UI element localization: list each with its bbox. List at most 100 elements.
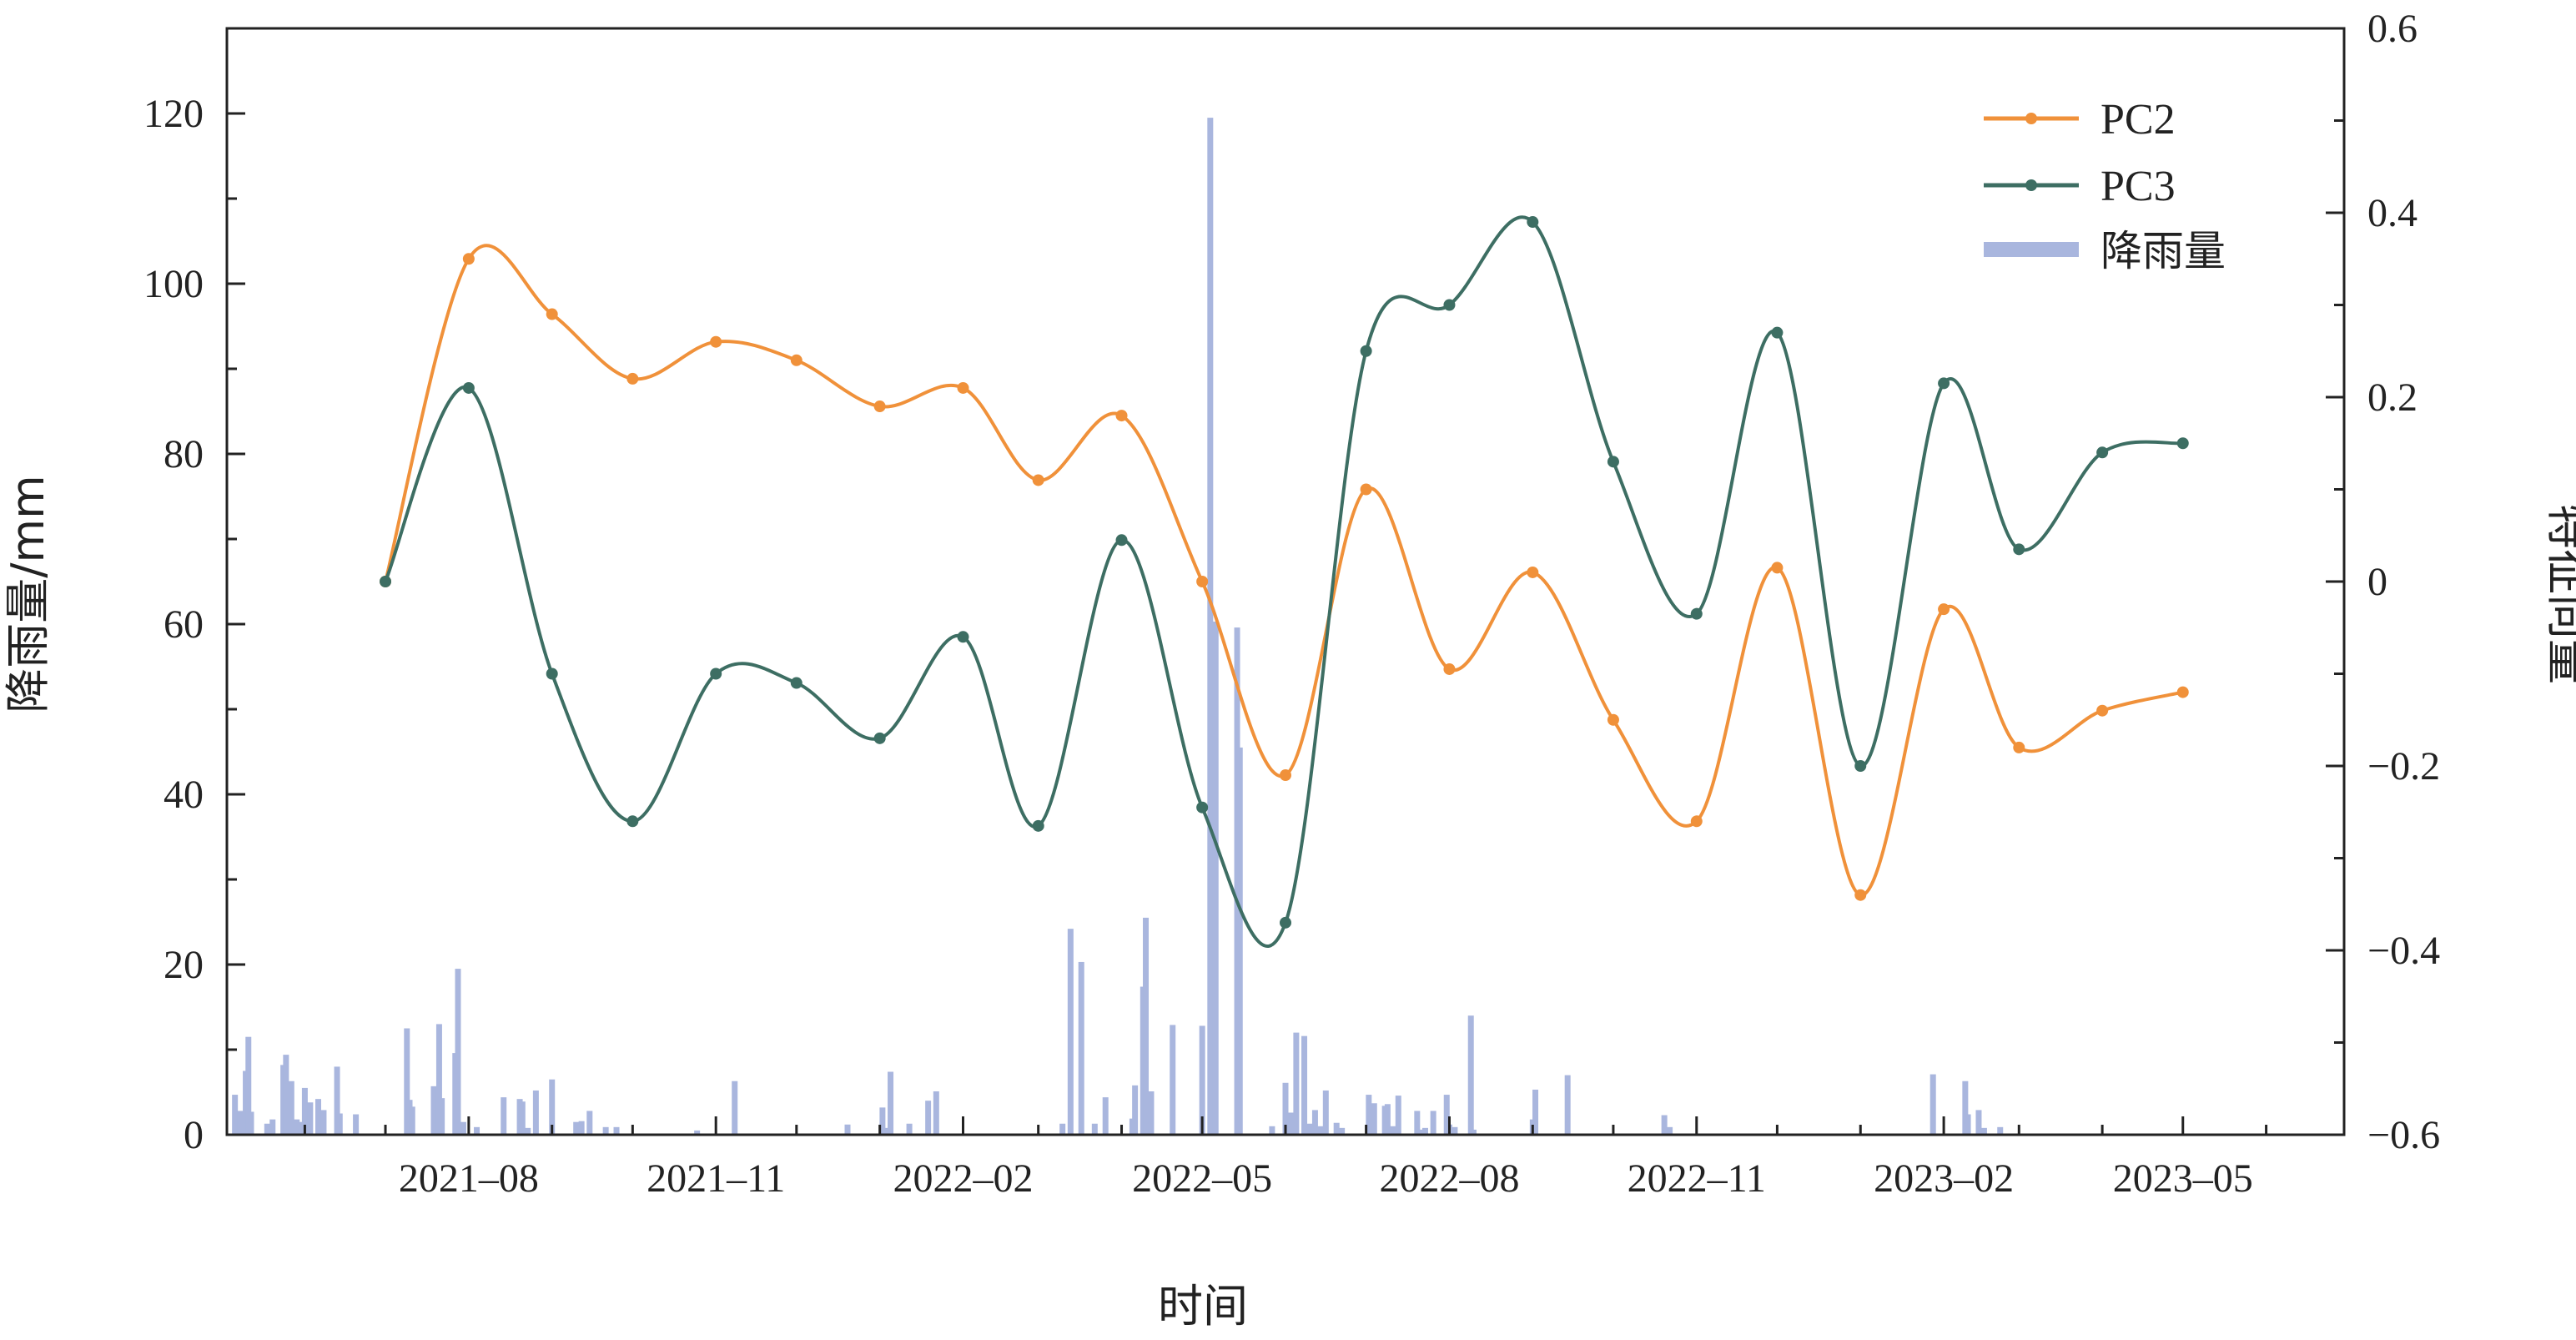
data-point-pc2 bbox=[2013, 741, 2025, 753]
data-point-pc2 bbox=[1938, 603, 1950, 616]
rain-bar bbox=[573, 1121, 580, 1135]
rain-bar bbox=[879, 1107, 886, 1135]
rain-bar bbox=[1430, 1111, 1436, 1135]
right-tick-label: 0.6 bbox=[2367, 7, 2418, 51]
rain-bar bbox=[602, 1126, 609, 1135]
right-tick-label: 0.4 bbox=[2367, 191, 2418, 235]
legend-pc2-label: PC2 bbox=[2101, 96, 2176, 144]
rain-bar bbox=[1443, 1095, 1450, 1135]
data-point-pc3 bbox=[2096, 446, 2109, 459]
data-point-pc2 bbox=[2096, 704, 2109, 717]
rain-bar bbox=[307, 1102, 314, 1135]
rain-bar bbox=[1199, 1025, 1205, 1135]
rain-bar bbox=[1965, 1114, 1971, 1135]
rain-bar bbox=[1282, 1082, 1289, 1135]
rain-bar bbox=[1306, 1123, 1313, 1135]
rain-bar bbox=[320, 1110, 327, 1135]
rain-bar bbox=[1091, 1123, 1098, 1135]
data-point-pc3 bbox=[2176, 437, 2189, 450]
rain-bar bbox=[1929, 1074, 1936, 1135]
rain-bar bbox=[1564, 1075, 1571, 1135]
data-point-pc2 bbox=[873, 400, 886, 413]
x-tick-label: 2023–02 bbox=[1874, 1156, 2014, 1201]
data-point-pc3 bbox=[1360, 345, 1372, 357]
data-point-pc2 bbox=[1690, 815, 1703, 828]
data-point-pc3 bbox=[790, 677, 802, 689]
rain-bar bbox=[1236, 747, 1243, 1135]
rain-bar bbox=[501, 1097, 507, 1135]
rain-bar bbox=[301, 1087, 308, 1135]
rain-bar bbox=[1467, 1015, 1474, 1135]
rain-bar bbox=[1339, 1127, 1346, 1135]
legend-pc2-marker bbox=[2025, 113, 2037, 124]
left-tick-label: 60 bbox=[164, 602, 204, 647]
rain-bar bbox=[1395, 1096, 1401, 1135]
right-tick-label: −0.6 bbox=[2367, 1113, 2440, 1157]
data-point-pc2 bbox=[1280, 769, 1291, 782]
rainfall-bars bbox=[232, 118, 2004, 1136]
rain-bar bbox=[435, 1024, 442, 1135]
rain-bar bbox=[460, 1121, 466, 1135]
data-point-pc2 bbox=[790, 354, 802, 366]
data-point-pc2 bbox=[546, 308, 558, 320]
data-point-pc3 bbox=[873, 732, 886, 744]
rain-bar bbox=[474, 1126, 480, 1135]
data-point-pc3 bbox=[1115, 534, 1128, 547]
left-y-axis-title: 降雨量/mm bbox=[2, 475, 54, 713]
rain-bar bbox=[1293, 1032, 1300, 1135]
data-point-pc3 bbox=[1854, 760, 1867, 772]
x-tick-label: 2021–11 bbox=[647, 1156, 785, 1201]
rain-bar bbox=[1170, 1025, 1176, 1135]
data-point-pc3 bbox=[1196, 801, 1209, 814]
data-point-pc2 bbox=[1443, 662, 1456, 675]
rain-bar bbox=[1975, 1110, 1982, 1135]
left-tick-label: 80 bbox=[164, 432, 204, 476]
right-tick-label: −0.4 bbox=[2367, 929, 2440, 973]
rain-bar bbox=[1384, 1104, 1391, 1135]
rain-bar bbox=[430, 1086, 437, 1135]
data-point-pc3 bbox=[1032, 819, 1044, 832]
data-point-pc3 bbox=[957, 631, 969, 643]
data-point-pc3 bbox=[2013, 543, 2025, 556]
data-point-pc2 bbox=[1360, 483, 1372, 496]
data-point-pc2 bbox=[626, 372, 639, 385]
rain-bar bbox=[694, 1130, 701, 1135]
data-point-pc3 bbox=[546, 667, 558, 680]
x-tick-label: 2022–11 bbox=[1628, 1156, 1766, 1201]
rain-bar bbox=[404, 1028, 410, 1135]
left-tick-label: 20 bbox=[164, 943, 204, 987]
rain-bar bbox=[578, 1121, 585, 1135]
rain-bar bbox=[1317, 1126, 1324, 1135]
data-point-pc2 bbox=[1854, 889, 1867, 901]
rain-bar bbox=[1287, 1112, 1294, 1135]
rain-bar bbox=[933, 1091, 939, 1135]
right-tick-label: 0 bbox=[2367, 560, 2387, 604]
rain-bar bbox=[455, 969, 461, 1135]
data-point-pc2 bbox=[1607, 713, 1619, 726]
left-tick-label: 0 bbox=[184, 1113, 204, 1157]
rain-bar bbox=[245, 1036, 252, 1135]
rain-bar bbox=[1269, 1126, 1275, 1135]
rain-bar bbox=[264, 1123, 270, 1135]
rain-bar bbox=[1059, 1123, 1066, 1135]
rain-bar bbox=[1452, 1126, 1458, 1135]
series-line-pc2 bbox=[384, 244, 2184, 897]
rain-bar bbox=[925, 1101, 932, 1135]
rain-bar bbox=[613, 1126, 620, 1135]
rain-bar bbox=[334, 1066, 340, 1135]
series-line-pc3 bbox=[384, 215, 2183, 948]
rain-bar bbox=[1212, 621, 1219, 1135]
rain-bar bbox=[1667, 1126, 1673, 1135]
rain-bar bbox=[1301, 1035, 1308, 1135]
plot-border bbox=[225, 27, 2346, 1136]
rain-bar bbox=[1102, 1097, 1109, 1135]
rain-bar bbox=[269, 1119, 276, 1135]
rain-bar bbox=[906, 1123, 913, 1135]
data-point-pc3 bbox=[1690, 607, 1703, 620]
rain-bar bbox=[732, 1081, 738, 1135]
rain-bar bbox=[525, 1127, 531, 1135]
series-lines bbox=[380, 215, 2189, 948]
rain-bar bbox=[288, 1081, 294, 1135]
legend-pc3-label: PC3 bbox=[2101, 163, 2176, 210]
